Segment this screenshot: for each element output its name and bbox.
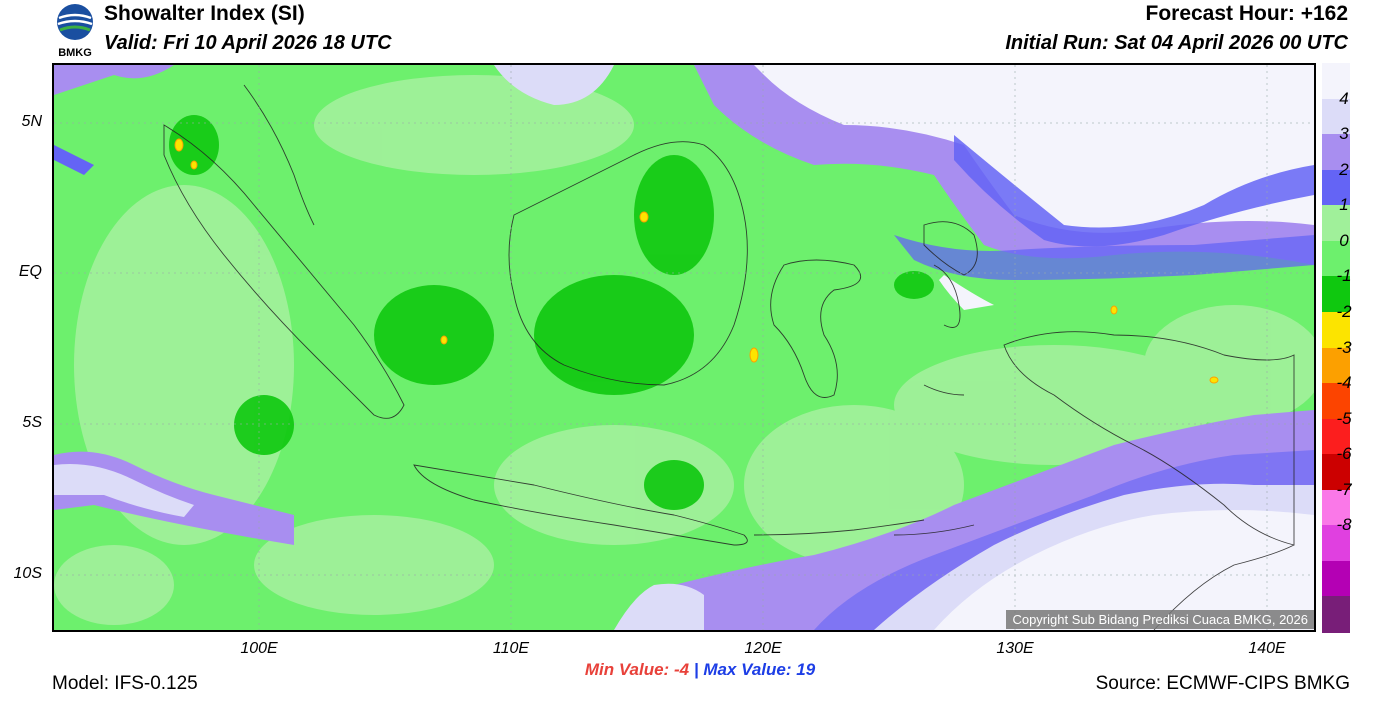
forecast-hour: Forecast Hour: +162	[1145, 2, 1349, 25]
initial-run: Initial Run: Sat 04 April 2026 00 UTC	[1005, 32, 1348, 54]
map-title: Showalter Index (SI)	[104, 2, 305, 25]
legend-swatch	[1322, 418, 1350, 455]
legend-label: -3	[1336, 337, 1352, 357]
legend-label: -5	[1336, 408, 1352, 428]
source-label: Source: ECMWF-CIPS BMKG	[1095, 673, 1350, 694]
legend-swatch	[1322, 454, 1350, 491]
legend-label: 2	[1339, 159, 1349, 179]
legend-label: 4	[1339, 88, 1349, 108]
lat-label-5n: 5N	[21, 113, 42, 130]
legend-label: -1	[1336, 266, 1352, 286]
legend-label: -4	[1336, 373, 1352, 393]
legend-swatch	[1322, 489, 1350, 526]
min-max-values: Min Value: -4 | Max Value: 19	[0, 660, 1400, 680]
max-value: 19	[796, 660, 816, 679]
showalter-index-map	[52, 63, 1316, 632]
legend-swatch	[1322, 560, 1350, 597]
value-separator: |	[693, 660, 699, 679]
model-label: Model: IFS-0.125	[52, 673, 198, 694]
legend-swatch	[1322, 169, 1350, 206]
min-value-label: Min Value:	[584, 660, 670, 679]
legend-label: -2	[1336, 301, 1352, 321]
legend-swatch	[1322, 383, 1350, 420]
bmkg-logo: BMKG	[52, 2, 98, 59]
legend-label: -8	[1336, 515, 1352, 535]
legend-swatch	[1322, 347, 1350, 384]
valid-time: Valid: Fri 10 April 2026 18 UTC	[104, 32, 392, 54]
lat-label-10s: 10S	[13, 565, 42, 582]
max-value-label: Max Value:	[703, 660, 792, 679]
color-legend	[1322, 63, 1350, 633]
legend-swatch	[1322, 98, 1350, 135]
legend-label: 0	[1339, 230, 1349, 250]
legend-swatch	[1322, 134, 1350, 171]
legend-swatch	[1322, 276, 1350, 313]
lon-label-120e: 120E	[744, 640, 782, 657]
min-value: -4	[673, 660, 690, 679]
legend-swatch	[1322, 205, 1350, 242]
lon-label-100e: 100E	[240, 640, 278, 657]
logo-text: BMKG	[58, 47, 92, 58]
lon-label-110e: 110E	[492, 640, 530, 657]
legend-label: 3	[1339, 124, 1349, 144]
legend-swatch	[1322, 525, 1350, 562]
legend-swatch	[1322, 63, 1350, 100]
lon-label-140e: 140E	[1248, 640, 1286, 657]
legend-swatch	[1322, 596, 1350, 633]
legend-label: 1	[1339, 195, 1349, 215]
legend-label: -6	[1336, 444, 1352, 464]
legend-swatch	[1322, 311, 1350, 348]
legend-swatch	[1322, 240, 1350, 277]
lat-label-eq: EQ	[18, 263, 42, 280]
map-field	[54, 65, 1314, 630]
copyright-notice: Copyright Sub Bidang Prediksi Cuaca BMKG…	[1006, 610, 1314, 629]
legend-label: -7	[1336, 479, 1352, 499]
lat-label-5s: 5S	[22, 414, 42, 431]
lon-label-130e: 130E	[996, 640, 1034, 657]
